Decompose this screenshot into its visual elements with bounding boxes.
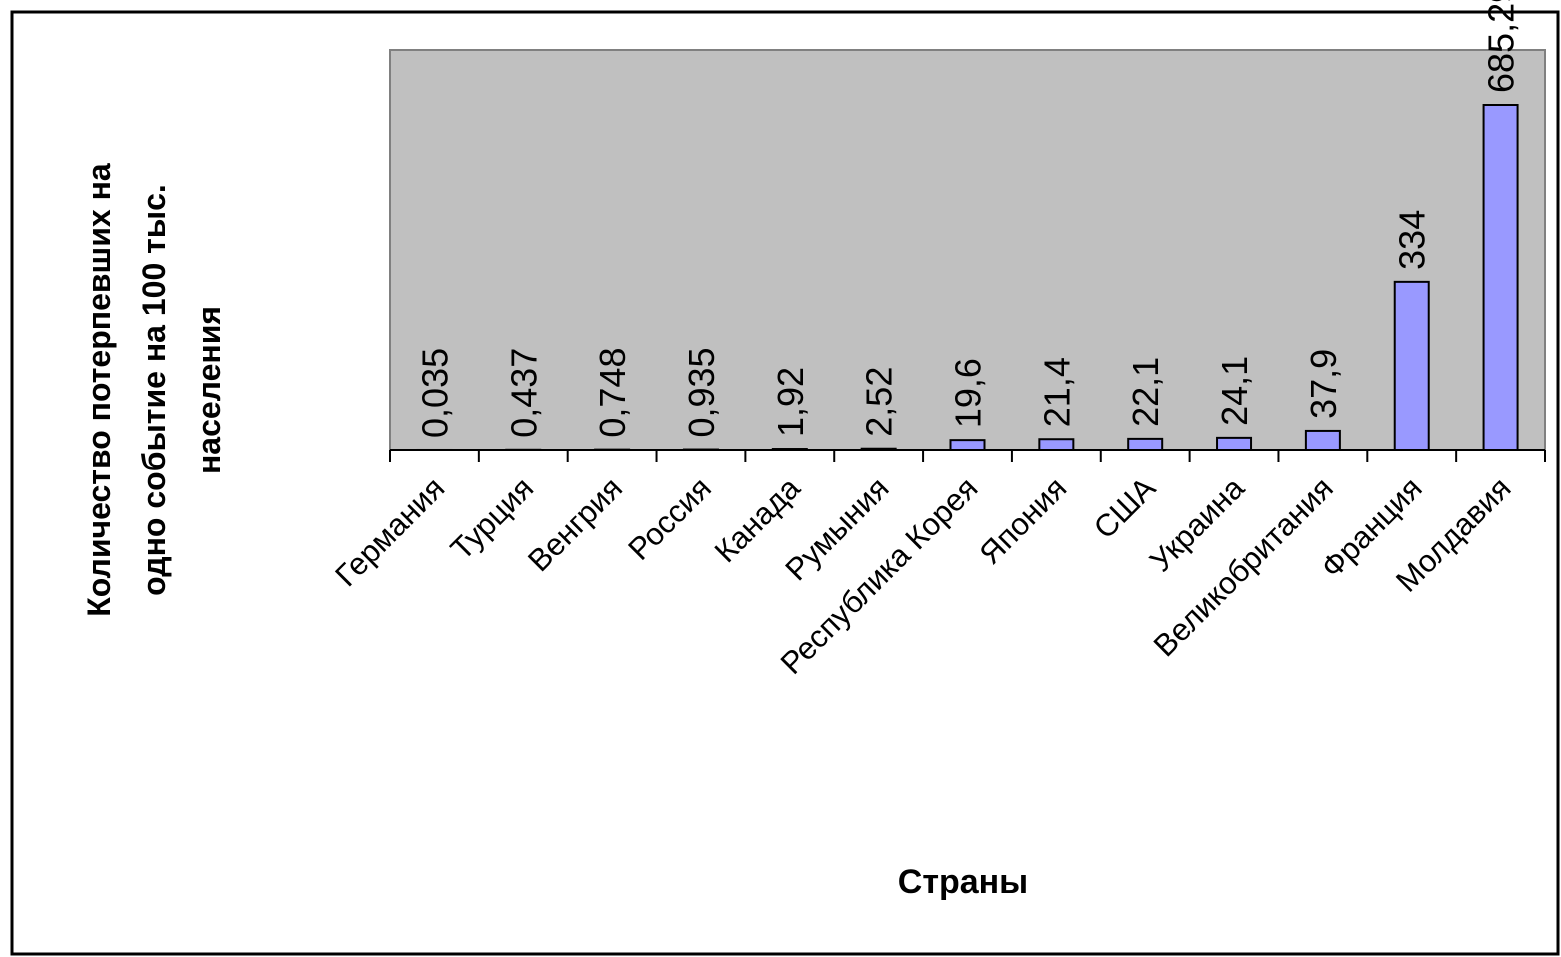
data-label: 22,1 xyxy=(1125,357,1166,427)
bar xyxy=(771,448,808,452)
data-label: 0,437 xyxy=(503,348,544,438)
bar xyxy=(860,447,897,452)
bar xyxy=(1393,280,1430,451)
y-axis-title-line: одно событие на 100 тыс. xyxy=(136,184,172,596)
data-label: 1,92 xyxy=(770,367,811,437)
data-label: 21,4 xyxy=(1036,357,1077,427)
plot-area xyxy=(389,49,1546,451)
bar xyxy=(1482,104,1519,451)
bar xyxy=(949,439,986,451)
y-axis-title-line: населения xyxy=(191,306,227,474)
bar xyxy=(1038,438,1075,452)
bar xyxy=(1127,437,1164,452)
data-label: 334 xyxy=(1392,210,1433,270)
data-label: 2,52 xyxy=(859,367,900,437)
data-label: 0,748 xyxy=(592,348,633,438)
y-axis-title: Количество потерпевших на одно событие н… xyxy=(81,163,227,617)
data-label: 0,035 xyxy=(414,348,455,438)
x-axis-title: Страны xyxy=(898,863,1028,901)
y-axis-title-line: Количество потерпевших на xyxy=(81,163,117,617)
data-label: 19,6 xyxy=(948,358,989,428)
bar xyxy=(1216,436,1253,452)
bar xyxy=(1304,429,1341,452)
data-label: 0,935 xyxy=(681,347,722,437)
data-label: 37,9 xyxy=(1303,349,1344,419)
data-label: 24,1 xyxy=(1214,356,1255,426)
data-label: 685,29 xyxy=(1481,0,1522,93)
